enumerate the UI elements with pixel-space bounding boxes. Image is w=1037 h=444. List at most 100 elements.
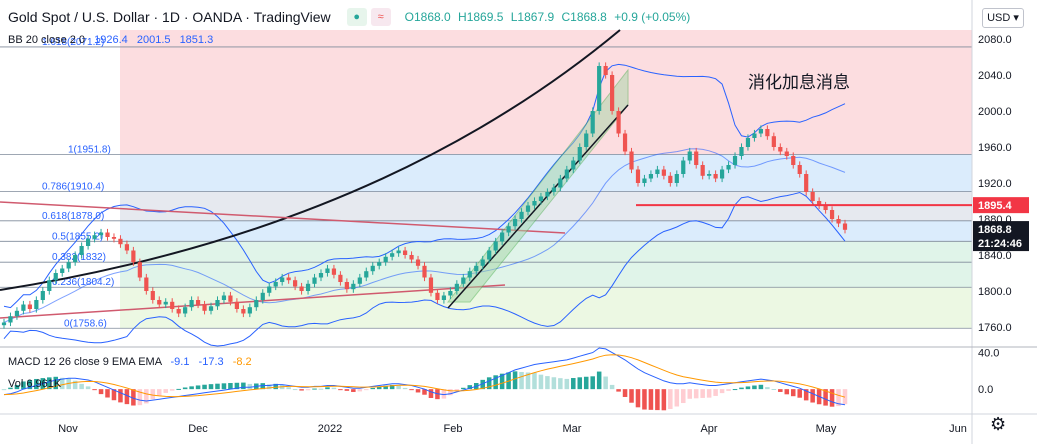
macd-histogram-bar — [596, 371, 602, 390]
candle-body — [85, 238, 91, 246]
wave-icon[interactable]: ≈ — [370, 8, 391, 26]
macd-histogram-bar — [370, 387, 376, 390]
candle-body — [842, 223, 848, 230]
candle-body — [338, 274, 343, 282]
symbol-title[interactable]: Gold Spot / U.S. Dollar · 1D · OANDA · T… — [8, 9, 331, 25]
candle-body — [732, 156, 738, 165]
candle-body — [597, 66, 602, 111]
candle-body — [823, 205, 828, 210]
candle-body — [694, 151, 699, 165]
macd-histogram-bar — [441, 389, 447, 399]
macd-histogram-bar — [221, 383, 227, 390]
candle-body — [642, 178, 647, 183]
macd-histogram-bar — [499, 373, 505, 390]
macd-histogram-bar — [208, 384, 214, 390]
macd-histogram-bar — [72, 380, 78, 390]
macd-histogram-bar — [383, 385, 388, 390]
macd-histogram-bar — [21, 381, 26, 390]
price-tick: 1960.0 — [978, 142, 1012, 154]
macd-histogram-bar — [331, 387, 337, 390]
macd-value: -17.3 — [198, 356, 224, 368]
macd-tick: 40.0 — [978, 348, 999, 360]
macd-histogram-bar — [124, 389, 130, 405]
macd-histogram-bar — [706, 389, 712, 398]
gear-icon[interactable]: ⚙ — [990, 414, 1007, 434]
macd-histogram-bar — [532, 372, 537, 390]
candle-body — [810, 192, 815, 201]
candle-body — [519, 211, 524, 219]
candle-body — [668, 175, 673, 183]
candle-body — [47, 280, 52, 291]
candle-body — [409, 255, 414, 260]
candle-body — [73, 255, 78, 263]
macd-histogram-bar — [111, 389, 117, 401]
candle-body — [390, 253, 395, 257]
volume-legend[interactable]: Vol 6.961K — [8, 378, 62, 390]
macd-histogram-bar — [642, 389, 647, 410]
macd-histogram-bar — [409, 389, 414, 391]
macd-histogram-bar — [778, 389, 783, 392]
macd-histogram-bar — [79, 383, 84, 390]
macd-line — [3, 347, 846, 406]
macd-histogram-bar — [47, 377, 52, 390]
macd-legend[interactable]: MACD 12 26 close 9 EMA EMA -9.1 -17.3 -8… — [8, 356, 252, 368]
candle-body — [241, 309, 246, 314]
macd-histogram-bar — [1, 389, 7, 391]
currency-select[interactable]: USD ▾ — [982, 8, 1024, 28]
candle-body — [765, 129, 770, 137]
status-dot-icon[interactable]: ● — [346, 8, 367, 26]
macd-histogram-bar — [228, 383, 233, 390]
candle-body — [79, 246, 84, 255]
candle-body — [487, 250, 492, 260]
candle-body — [105, 232, 110, 237]
macd-histogram-bar — [292, 389, 298, 391]
candle-body — [655, 169, 660, 174]
bb-legend[interactable]: BB 20 close 2 0 1926.4 2001.5 1851.3 — [8, 34, 213, 46]
candle-body — [370, 265, 375, 272]
price-marker-label: 1895.4 — [978, 200, 1013, 212]
macd-histogram-bar — [247, 383, 253, 390]
macd-histogram-bar — [583, 376, 589, 390]
candle-body — [629, 151, 634, 170]
candle-body — [14, 310, 20, 317]
macd-histogram-bar — [771, 388, 777, 390]
macd-pane — [1, 347, 848, 411]
candle-body — [428, 277, 434, 293]
macd-histogram-bar — [700, 389, 705, 398]
low-value: L1867.9 — [510, 10, 555, 24]
macd-histogram-bar — [318, 388, 324, 390]
candle-body — [584, 133, 589, 147]
candle-body — [254, 300, 259, 308]
macd-histogram-bar — [739, 387, 744, 390]
macd-histogram-bar — [189, 386, 194, 390]
candle-body — [622, 133, 628, 152]
macd-histogram-bar — [195, 385, 201, 390]
candle-body — [280, 277, 285, 282]
candle-body — [752, 133, 757, 138]
macd-histogram-bar — [396, 385, 401, 390]
candle-body — [60, 268, 65, 273]
macd-histogram-bar — [163, 389, 168, 393]
macd-histogram-bar — [14, 385, 20, 390]
macd-histogram-bar — [176, 388, 181, 390]
candle-body — [325, 268, 330, 273]
price-tick: 1760.0 — [978, 322, 1012, 334]
macd-histogram-bar — [829, 389, 835, 407]
candle-body — [558, 178, 563, 188]
bb-name: BB 20 close 2 0 — [8, 34, 86, 46]
candle-body — [829, 210, 835, 219]
macd-histogram-bar — [486, 377, 492, 390]
change-value: +0.9 (+0.05%) — [614, 10, 691, 24]
time-axis[interactable]: Nov Dec 2022 Feb Mar Apr May Jun — [58, 423, 967, 435]
candle-body — [635, 169, 641, 183]
annotation-text: 消化加息消息 — [748, 73, 850, 93]
macd-histogram-bar — [85, 386, 91, 390]
candle-body — [267, 286, 272, 293]
high-value: H1869.5 — [458, 10, 504, 24]
macd-histogram-bar — [27, 380, 33, 390]
macd-histogram-bar — [558, 378, 563, 390]
macd-histogram-bar — [732, 389, 738, 391]
price-tick: 2040.0 — [978, 70, 1012, 82]
